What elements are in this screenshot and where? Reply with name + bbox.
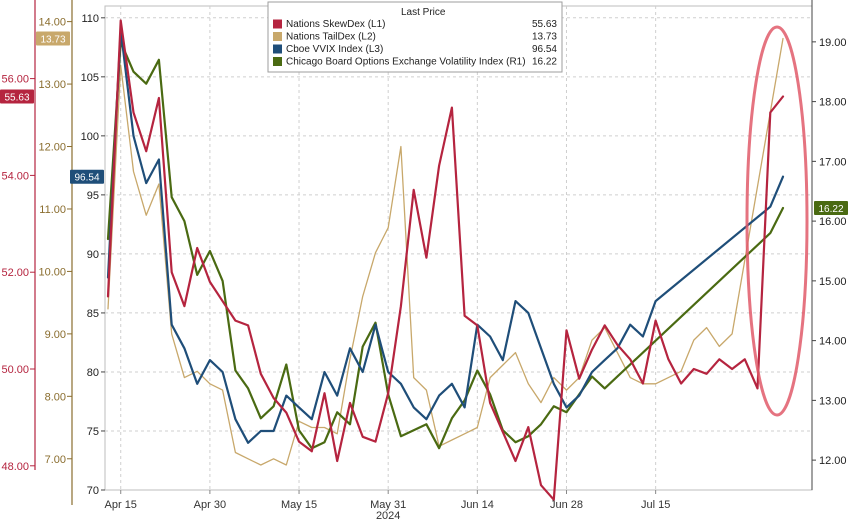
last-price-badges: 13.73 55.63 96.54 16.22	[0, 31, 848, 215]
l2-tick-label: 11.00	[39, 204, 66, 216]
r1-tick-label: 14.00	[819, 336, 847, 348]
x-axis-year-label: 2024	[376, 510, 400, 520]
last-price-badge-label-l2: 13.73	[40, 34, 65, 45]
series-nations-taildex	[107, 37, 784, 466]
l3-tick-label: 90	[87, 249, 99, 261]
legend-header: Last Price	[401, 7, 446, 18]
l2-tick-label: 14.00	[38, 17, 66, 29]
x-tick-label: Apr 15	[105, 499, 137, 511]
plot-area	[104, 5, 813, 491]
highlight-ellipse	[745, 25, 809, 417]
l3-tick-label: 110	[81, 13, 99, 25]
l3-tick-label: 80	[87, 367, 99, 379]
last-price-badge-l3	[70, 169, 104, 184]
l2-tick-label: 8.00	[45, 391, 66, 403]
legend-entry-value: 55.63	[532, 19, 557, 30]
l2-tick-label: 13.00	[38, 79, 66, 91]
l3-tick-label: 105	[81, 72, 99, 84]
legend-entry-label: Chicago Board Options Exchange Volatilit…	[286, 57, 526, 68]
r1-tick-label: 17.00	[819, 156, 847, 168]
x-tick-label: May 15	[281, 499, 317, 511]
l1-tick-label: 48.00	[1, 461, 29, 473]
x-tick-label: Jun 14	[461, 499, 494, 511]
l2-tick-label: 10.00	[38, 266, 66, 278]
r1-tick-label: 15.00	[819, 276, 847, 288]
r1-tick-label: 12.00	[819, 455, 847, 467]
r1-tick-label: 19.00	[819, 37, 847, 49]
x-tick-label: May 31	[370, 499, 406, 511]
l1-tick-label: 50.00	[1, 364, 29, 376]
grid	[104, 5, 813, 491]
last-price-badge-r1	[814, 200, 848, 215]
legend-swatch	[273, 57, 282, 66]
series-chicago-board-options-exchange-volatility-index	[106, 40, 785, 450]
series-lines	[106, 19, 785, 501]
annotations	[745, 25, 809, 417]
r1-tick-label: 13.00	[819, 395, 847, 407]
legend-swatch	[273, 44, 282, 54]
series-cboe-vvix-index	[106, 28, 785, 444]
last-price-badge-label-l3: 96.54	[74, 173, 99, 184]
legend: Last Price Nations SkewDex (L1) 55.63 Natio…	[267, 1, 563, 73]
l1-tick-label: 54.00	[1, 170, 29, 182]
last-price-badge-l1	[0, 89, 34, 104]
l3-tick-label: 100	[81, 131, 99, 143]
l3-tick-label: 95	[87, 190, 99, 202]
legend-entry-label: Cboe VVIX Index (L3)	[286, 44, 383, 55]
legend-box	[267, 1, 563, 73]
r1-tick-label: 16.00	[819, 216, 847, 228]
l3-tick-label: 70	[87, 485, 99, 497]
x-tick-label: Jul 15	[641, 499, 670, 511]
l1-tick-label: 56.00	[1, 74, 29, 86]
last-price-badge-label-l1: 55.63	[4, 93, 29, 104]
legend-entry-value: 13.73	[532, 32, 557, 43]
l3-tick-label: 85	[87, 308, 99, 320]
x-tick-label: Jun 28	[550, 499, 583, 511]
legend-swatch	[273, 32, 282, 41]
x-tick-label: Apr 30	[194, 499, 226, 511]
series-nations-skewdex	[106, 19, 785, 501]
l2-tick-label: 12.00	[38, 142, 66, 154]
x-axis: Apr 15 Apr 30 May 15 May 31 Jun 14 Jun 28 Jul …	[105, 490, 670, 520]
l2-tick-label: 7.00	[45, 454, 66, 466]
l1-tick-label: 52.00	[1, 267, 29, 279]
l3-tick-label: 75	[87, 426, 99, 438]
last-price-badge-label-r1: 16.22	[818, 204, 843, 215]
last-price-badge-l2	[36, 31, 70, 46]
legend-entry-label: Nations TailDex (L2)	[286, 32, 376, 43]
legend-entry-value: 96.54	[532, 44, 557, 55]
axes: 56.00 54.00 52.00 50.00 48.00 14.00 13.00 12.00…	[1, 0, 847, 505]
l2-tick-label: 9.00	[45, 329, 66, 341]
legend-entry-value: 16.22	[532, 57, 557, 68]
r1-tick-label: 18.00	[819, 97, 847, 109]
legend-entry-label: Nations SkewDex (L1)	[286, 19, 385, 30]
legend-swatch	[273, 19, 282, 29]
